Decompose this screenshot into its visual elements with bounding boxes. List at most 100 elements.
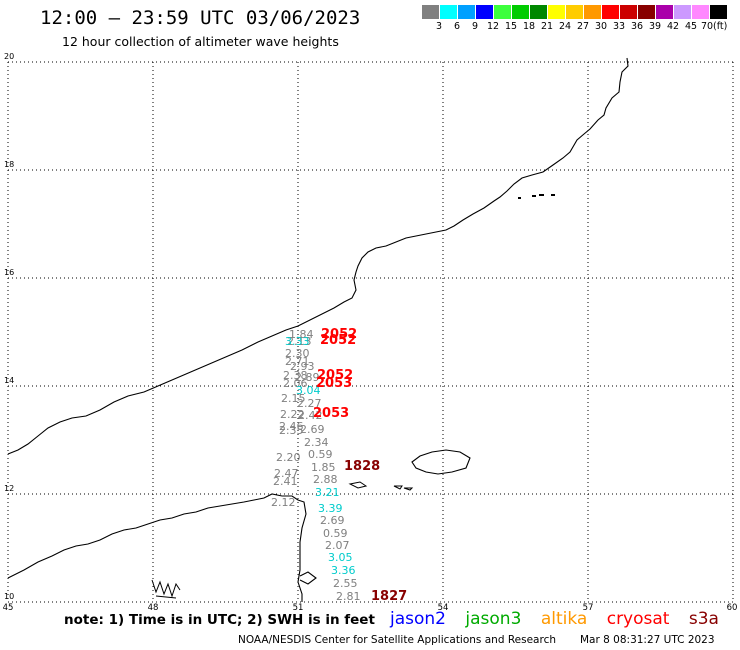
wave-height-value: 2.81 [336, 590, 361, 603]
color-scale-label: 18 [522, 21, 536, 32]
pass-time-label: 2053 [316, 376, 353, 391]
wave-height-value: 2.27 [297, 397, 322, 410]
footnote: note: 1) Time is in UTC; 2) SWH is in fe… [64, 612, 375, 628]
color-swatch [530, 5, 548, 19]
wave-height-value: 2.89 [295, 371, 320, 384]
lat-label: 10 [4, 592, 15, 601]
lon-label: 54 [437, 603, 449, 613]
lon-label: 60 [726, 603, 738, 613]
legend-item: jason3 [465, 609, 522, 629]
wave-height-value: 2.22 [280, 408, 305, 421]
color-scale-label: 24 [558, 21, 572, 32]
map-title: 12:00 – 23:59 UTC 03/06/2023 [40, 7, 361, 29]
color-swatch [656, 5, 674, 19]
legend-item: altika [540, 609, 588, 629]
wave-height-value: 2.35 [279, 424, 304, 437]
color-swatch [566, 5, 584, 19]
wave-height-value: 2.69 [300, 423, 325, 436]
island [403, 487, 414, 491]
wave-height-value: 2.47 [274, 467, 299, 480]
color-scale-label: 45 [684, 21, 698, 32]
wave-height-value: 2.69 [320, 514, 345, 527]
socotra-island [411, 449, 471, 475]
color-swatch [710, 5, 728, 19]
color-scale-label: 42 [666, 21, 680, 32]
wave-height-value: 1.84 [289, 328, 314, 341]
lon-label: 45 [2, 603, 14, 613]
color-scale-label: 3 [435, 21, 443, 32]
wave-height-value: 3.21 [315, 486, 340, 499]
wave-height-value: 3.05 [328, 551, 353, 564]
color-scale-label: 39 [648, 21, 662, 32]
pass-time-label: 2052 [320, 333, 357, 348]
island [348, 481, 368, 489]
wave-height-value: 2.93 [290, 360, 315, 373]
wave-height-value: 2.41 [273, 475, 298, 488]
wave-height-value: 2.07 [325, 539, 350, 552]
island [393, 485, 403, 490]
coastline [7, 493, 307, 602]
color-swatch [674, 5, 692, 19]
lat-label: 16 [4, 268, 15, 277]
color-swatch [494, 5, 512, 19]
lon-label: 48 [147, 603, 159, 613]
wave-height-value: 2.15 [281, 392, 306, 405]
pass-time-label: 2052 [317, 368, 354, 383]
color-swatch [548, 5, 566, 19]
color-swatch [458, 5, 476, 19]
lon-label: 57 [582, 603, 594, 613]
color-scale-label: 30 [594, 21, 608, 32]
color-scale-label: 6 [453, 21, 461, 32]
credit-line: NOAA/NESDIS Center for Satellite Applica… [238, 634, 556, 646]
wave-height-value: 3.04 [296, 384, 321, 397]
map-grid [7, 61, 735, 603]
pass-time-label: 1828 [344, 459, 381, 474]
coastline [299, 571, 317, 585]
color-swatch [422, 5, 440, 19]
wave-height-value: 2.46 [279, 420, 304, 433]
lat-label: 18 [4, 160, 15, 169]
color-scale-bar [422, 5, 728, 21]
map-subtitle: 12 hour collection of altimeter wave hei… [62, 34, 339, 49]
color-swatch [584, 5, 602, 19]
legend-item: s3a [688, 609, 719, 629]
color-swatch [692, 5, 710, 19]
color-scale-unit: (ft) [713, 21, 728, 32]
wave-height-value: 2.88 [313, 473, 338, 486]
wave-height-value: 2.71 [285, 355, 310, 368]
color-swatch [440, 5, 458, 19]
wave-height-value: 2.30 [285, 347, 310, 360]
color-swatch [620, 5, 638, 19]
generated-timestamp: Mar 8 08:31:27 UTC 2023 [580, 634, 715, 646]
legend-item: jason2 [390, 609, 446, 629]
lat-label: 12 [4, 484, 15, 493]
color-scale-label: 36 [630, 21, 644, 32]
wave-height-value: 2.06 [283, 377, 308, 390]
wave-height-value: 2.34 [304, 436, 329, 449]
color-scale-label: 9 [471, 21, 479, 32]
color-swatch [512, 5, 530, 19]
wave-height-value: 3.39 [318, 502, 343, 515]
color-swatch [602, 5, 620, 19]
color-scale-label: 70 [700, 21, 714, 32]
lat-label: 20 [4, 52, 15, 61]
coastline [151, 579, 181, 599]
wave-height-value: 2.42 [298, 409, 323, 422]
wave-height-value: 3.36 [331, 564, 356, 577]
island [518, 194, 555, 199]
legend-item: cryosat [606, 609, 670, 629]
wave-height-value: 3.33 [285, 335, 310, 348]
lon-label: 51 [292, 603, 304, 613]
wave-height-value: 2.13 [287, 335, 312, 348]
pass-time-label: 2052 [321, 327, 358, 342]
color-scale-label: 21 [540, 21, 554, 32]
wave-height-value: 2.12 [271, 496, 296, 509]
color-swatch [638, 5, 656, 19]
wave-height-value: 0.59 [308, 448, 333, 461]
satellite-legend: jason2 jason3 altika cryosat s3a [390, 609, 733, 629]
color-scale-label: 15 [504, 21, 518, 32]
wave-height-value: 2.20 [276, 451, 301, 464]
color-swatch [476, 5, 494, 19]
color-scale-label: 27 [576, 21, 590, 32]
